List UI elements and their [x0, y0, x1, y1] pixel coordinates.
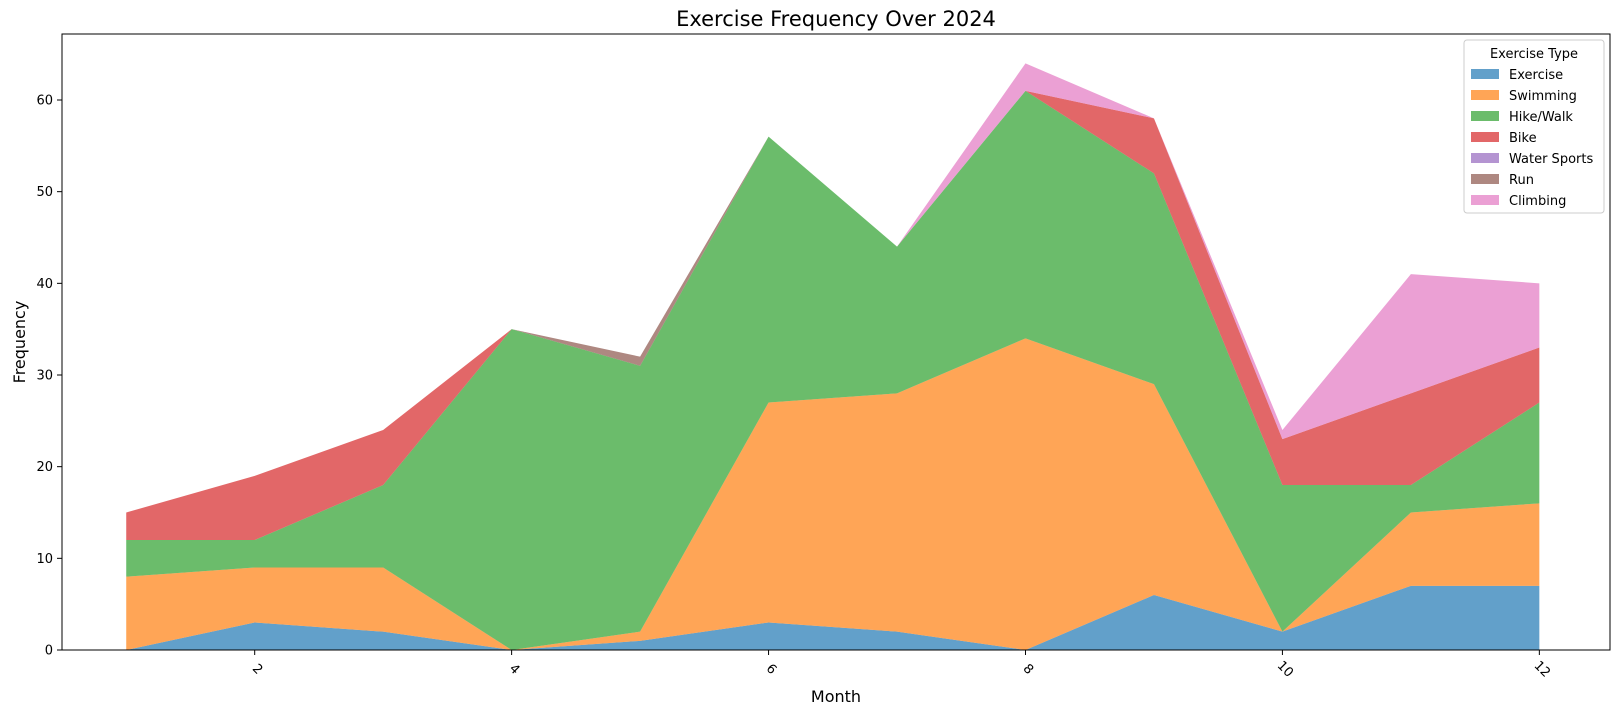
area-bike — [126, 90, 1540, 540]
legend-swatch-bike — [1471, 132, 1499, 142]
legend-title: Exercise Type — [1490, 47, 1578, 62]
y-axis: 0 10 20 30 40 50 60 — [36, 94, 62, 659]
legend-label-swimming: Swimming — [1509, 89, 1577, 104]
y-tick-label: 30 — [36, 369, 53, 384]
y-tick-label: 20 — [36, 460, 53, 475]
series-areas — [126, 63, 1540, 650]
legend-label-hike-walk: Hike/Walk — [1509, 110, 1573, 125]
y-tick-label: 0 — [45, 644, 53, 659]
legend-swatch-exercise — [1471, 69, 1499, 79]
y-tick-label: 40 — [36, 277, 53, 292]
y-tick-label: 50 — [36, 185, 53, 200]
legend-box — [1463, 39, 1605, 214]
x-tick-label: 4 — [506, 661, 522, 677]
legend-swatch-run — [1471, 174, 1499, 184]
x-axis: 2 4 6 8 10 12 — [249, 650, 1553, 681]
x-tick-label: 2 — [249, 661, 265, 677]
x-tick-label: 10 — [1274, 658, 1296, 680]
area-exercise — [126, 585, 1540, 650]
y-tick-label: 10 — [36, 552, 53, 567]
area-swimming — [126, 338, 1540, 650]
legend-label-climbing: Climbing — [1509, 194, 1566, 209]
y-tick-label: 60 — [36, 94, 53, 109]
legend-swatch-hike-walk — [1471, 111, 1499, 121]
legend-swatch-climbing — [1471, 195, 1499, 205]
legend-label-run: Run — [1509, 173, 1534, 188]
legend-swatch-water-sports — [1471, 153, 1499, 163]
legend-label-water-sports: Water Sports — [1509, 152, 1593, 167]
plot-frame — [61, 33, 1611, 651]
area-hike-walk — [126, 90, 1540, 650]
x-tick-label: 8 — [1020, 661, 1036, 677]
legend-swatch-swimming — [1471, 90, 1499, 100]
x-axis-title: Month — [811, 687, 861, 706]
legend-label-exercise: Exercise — [1509, 68, 1563, 83]
legend: Exercise Type Exercise Swimming Hike/Walk B… — [1463, 39, 1605, 214]
x-tick-label: 6 — [763, 661, 779, 677]
x-tick-label: 12 — [1531, 658, 1553, 680]
y-axis-title: Frequency — [10, 301, 29, 384]
chart-title: Exercise Frequency Over 2024 — [676, 7, 996, 31]
legend-label-bike: Bike — [1509, 131, 1537, 146]
